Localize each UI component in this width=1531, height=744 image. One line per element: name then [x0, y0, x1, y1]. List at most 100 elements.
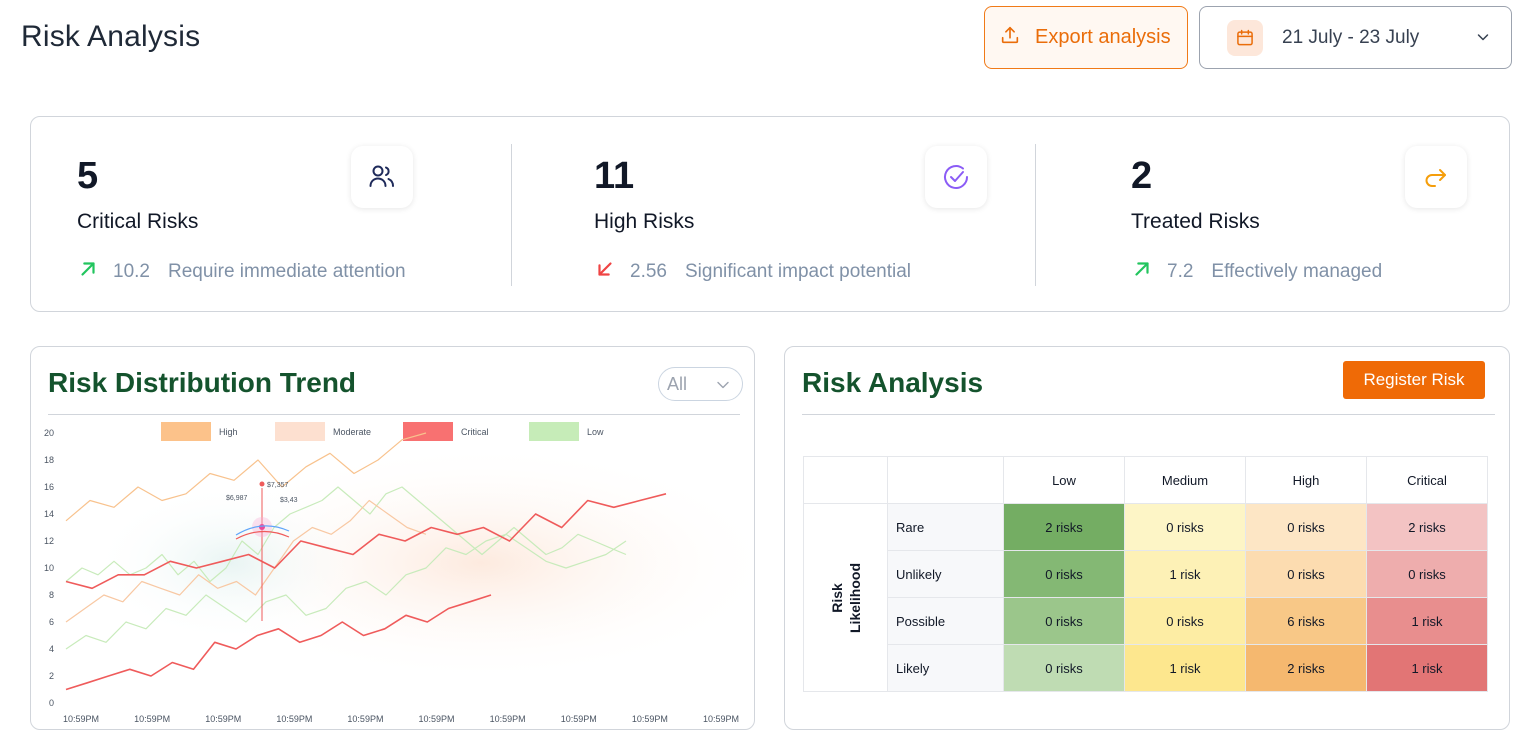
series-line [65, 486, 627, 583]
y-tick-label: 8 [49, 590, 54, 600]
panel-title: Risk Distribution Trend [48, 367, 357, 398]
matrix-row: Likely 0 risks 1 risk 2 risks 1 risk [804, 644, 1488, 692]
matrix-header-row: Low Medium High Critical [803, 456, 1488, 504]
panel-title: Risk Analysis [802, 367, 984, 398]
check-circle-icon [925, 146, 987, 208]
tooltip-value-top: $7,357 [267, 482, 289, 489]
risk-trend-chart: High Moderate Critical Low 0 2 4 6 8 10 12 14 16 18 20… [44, 422, 754, 724]
series-line [65, 493, 667, 590]
matrix-cell[interactable]: 1 risk [1366, 644, 1488, 692]
stats-card: 5 Critical Risks 10.2 Require immediate … [30, 116, 1510, 312]
legend-swatch [161, 422, 211, 441]
x-tick-label: 10:59PM [63, 714, 99, 724]
calendar-icon [1227, 19, 1263, 56]
tooltip-mini-line [235, 525, 290, 536]
stat-divider [511, 144, 512, 286]
matrix-corner [887, 456, 1004, 504]
matrix-cell[interactable]: 1 risk [1124, 644, 1246, 692]
legend-label: Critical [461, 427, 489, 437]
stat-value: 11 [594, 155, 635, 197]
y-tick-label: 14 [44, 509, 54, 519]
matrix-cell[interactable]: 2 risks [1366, 503, 1488, 551]
likelihood-axis: Risk Likelihood [803, 503, 888, 692]
stat-trend: 2.56 Significant impact potential [594, 258, 911, 286]
y-tick-label: 6 [49, 617, 54, 627]
matrix-cell[interactable]: 6 risks [1245, 597, 1367, 645]
y-tick-label: 16 [44, 482, 54, 492]
matrix-row-label: Rare [887, 503, 1004, 551]
y-tick-label: 4 [49, 644, 54, 654]
matrix-cell[interactable]: 2 risks [1003, 503, 1125, 551]
matrix-column-header: High [1245, 456, 1367, 504]
stat-label: Critical Risks [77, 210, 199, 233]
risk-filter-select[interactable]: All [658, 367, 743, 401]
legend-label: Moderate [333, 427, 371, 437]
y-tick-label: 20 [44, 428, 54, 438]
matrix-cell[interactable]: 0 risks [1124, 503, 1246, 551]
trend-down-icon [594, 258, 630, 286]
chevron-down-icon [1475, 29, 1491, 45]
matrix-cell[interactable]: 0 risks [1245, 503, 1367, 551]
users-icon [351, 146, 413, 208]
stat-high-risks: 11 High Risks 2.56 Significant impact po… [594, 117, 1024, 313]
stat-divider [1035, 144, 1036, 286]
stat-treated-risks: 2 Treated Risks 7.2 Effectively managed [1131, 117, 1491, 313]
matrix-cell[interactable]: 1 risk [1366, 597, 1488, 645]
matrix-row-label: Unlikely [887, 550, 1004, 598]
stat-trend-value: 7.2 [1167, 261, 1194, 282]
export-analysis-button[interactable]: Export analysis [984, 6, 1188, 69]
date-range-picker[interactable]: 21 July - 23 July [1199, 6, 1512, 69]
matrix-cell[interactable]: 0 risks [1003, 644, 1125, 692]
date-range-text: 21 July - 23 July [1282, 26, 1420, 48]
y-tick-label: 18 [44, 455, 54, 465]
matrix-row-label: Likely [887, 644, 1004, 692]
redo-arrow-icon [1405, 146, 1467, 208]
series-line [65, 499, 427, 623]
axis-label-line: Likelihood [846, 562, 863, 633]
matrix-cell[interactable]: 0 risks [1003, 597, 1125, 645]
series-line [65, 533, 627, 650]
matrix-cell[interactable]: 0 risks [1366, 550, 1488, 598]
matrix-cell[interactable]: 2 risks [1245, 644, 1367, 692]
x-tick-label: 10:59PM [703, 714, 739, 724]
risk-matrix: Low Medium High Critical Risk Likelihood… [803, 456, 1488, 692]
stat-trend-value: 2.56 [630, 261, 667, 282]
y-tick-label: 2 [49, 671, 54, 681]
matrix-row: Possible 0 risks 0 risks 6 risks 1 risk [804, 597, 1488, 645]
matrix-column-header: Critical [1366, 456, 1488, 504]
export-analysis-label: Export analysis [1035, 26, 1171, 48]
x-tick-label: 10:59PM [419, 714, 455, 724]
stat-label: Treated Risks [1131, 210, 1260, 233]
likelihood-axis-label: Risk Likelihood [828, 563, 864, 633]
x-tick-label: 10:59PM [490, 714, 526, 724]
stat-trend-text: Significant impact potential [684, 261, 911, 282]
matrix-cell[interactable]: 0 risks [1124, 597, 1246, 645]
matrix-column-header: Low [1003, 456, 1125, 504]
legend-swatch [403, 422, 453, 441]
register-risk-button[interactable]: Register Risk [1343, 361, 1485, 399]
legend-label: Low [587, 427, 604, 437]
x-tick-label: 10:59PM [347, 714, 383, 724]
matrix-corner [803, 456, 888, 504]
panel-divider [802, 414, 1495, 415]
legend-swatch [529, 422, 579, 441]
series-line [65, 432, 427, 522]
tooltip-value-right: $3,43 [280, 497, 298, 504]
upload-icon [999, 24, 1021, 52]
tooltip-dot [259, 481, 265, 487]
y-tick-label: 10 [44, 563, 54, 573]
stat-label: High Risks [594, 210, 695, 233]
page-title: Risk Analysis [21, 20, 201, 53]
chart-glow [91, 483, 371, 643]
matrix-row: Risk Likelihood Rare 2 risks 0 risks 0 r… [803, 503, 1488, 692]
x-tick-label: 10:59PM [134, 714, 170, 724]
matrix-row-label: Possible [887, 597, 1004, 645]
matrix-cell[interactable]: 0 risks [1003, 550, 1125, 598]
stat-trend-value: 10.2 [113, 261, 150, 282]
matrix-column-header: Medium [1124, 456, 1246, 504]
legend-label: High [219, 427, 238, 437]
chevron-down-icon [717, 381, 729, 389]
tooltip-point [259, 524, 265, 530]
matrix-cell[interactable]: 1 risk [1124, 550, 1246, 598]
matrix-cell[interactable]: 0 risks [1245, 550, 1367, 598]
